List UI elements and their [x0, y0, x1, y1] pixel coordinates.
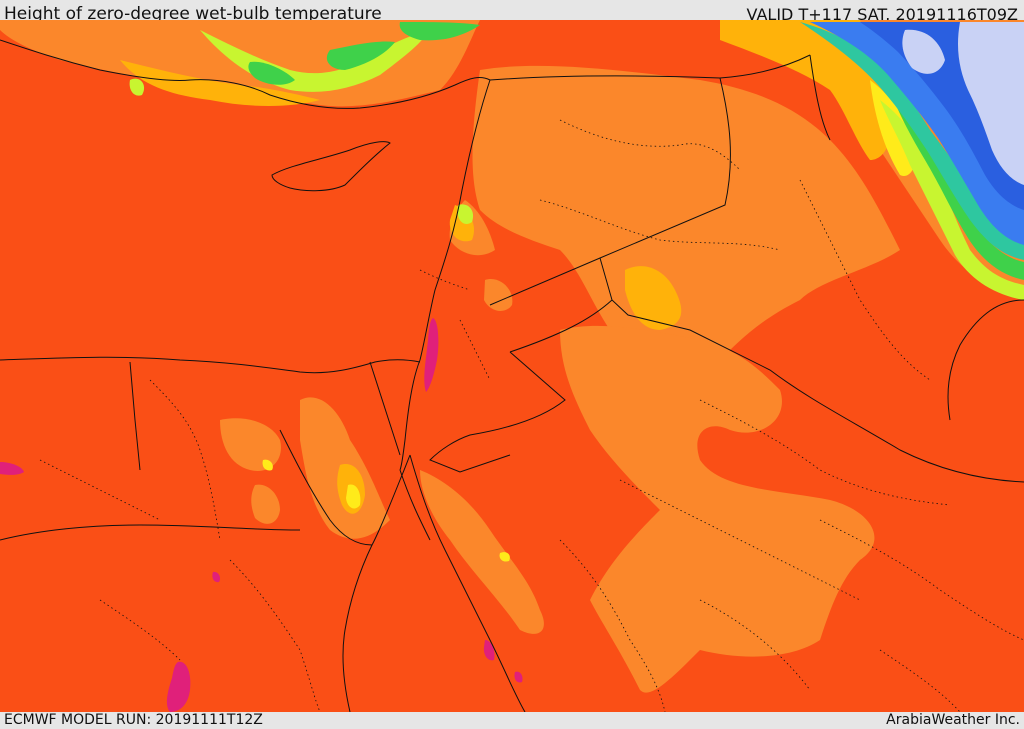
weather-map[interactable]	[0, 20, 1024, 712]
map-title: Height of zero-degree wet-bulb temperatu…	[4, 4, 382, 24]
model-run: ECMWF MODEL RUN: 20191111T12Z	[4, 712, 263, 728]
header-bar: Height of zero-degree wet-bulb temperatu…	[0, 0, 1024, 24]
country-borders	[0, 39, 1024, 712]
map-canvas	[0, 20, 1024, 712]
credit-label: ArabiaWeather Inc.	[886, 712, 1020, 728]
valid-time: VALID T+117 SAT. 20191116T09Z	[746, 5, 1018, 24]
footer-bar: ECMWF MODEL RUN: 20191111T12Z ArabiaWeat…	[0, 712, 1024, 729]
magenta-zones	[0, 318, 523, 712]
admin-boundaries	[39, 119, 1024, 712]
cold-zones	[800, 22, 1024, 260]
